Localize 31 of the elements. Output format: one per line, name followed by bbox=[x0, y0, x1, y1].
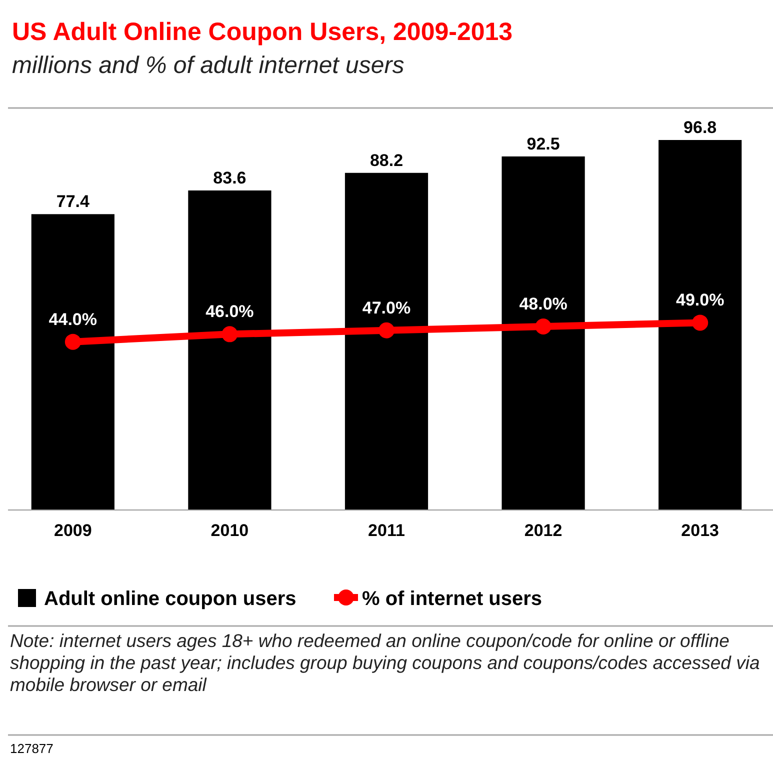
x-tick-label: 2013 bbox=[681, 521, 720, 540]
bar bbox=[31, 214, 114, 510]
x-tick-label: 2011 bbox=[368, 521, 405, 540]
legend-label: % of internet users bbox=[362, 588, 542, 610]
x-tick-label: 2010 bbox=[210, 521, 249, 540]
point bbox=[64, 334, 81, 350]
data-label: 96.8 bbox=[684, 118, 717, 137]
data-label: 44.0% bbox=[48, 310, 98, 329]
x-tick-label: 2009 bbox=[54, 521, 92, 540]
point bbox=[222, 326, 238, 342]
data-label: 88.2 bbox=[370, 150, 404, 170]
data-label: 77.4 bbox=[56, 192, 90, 212]
point bbox=[535, 318, 552, 335]
data-label: 47.0% bbox=[362, 298, 411, 318]
point bbox=[692, 314, 708, 331]
chart-title: US Adult Online Coupon Users, 2009-2013 bbox=[12, 18, 513, 46]
data-label: 83.6 bbox=[213, 168, 246, 188]
data-label: 92.5 bbox=[526, 134, 560, 154]
data-label: 46.0% bbox=[206, 302, 254, 322]
bar bbox=[344, 172, 428, 510]
bar bbox=[188, 190, 272, 510]
bar bbox=[658, 140, 742, 510]
text: Note: internet users ages 18+ who redeemed an online coupon/code for online or offline shopping in the past year; includes group buying coupons and coupons/codes accessed via mobile browser or email bbox=[10, 630, 761, 696]
bar bbox=[502, 156, 585, 510]
legend-label: Adult online coupon users bbox=[44, 588, 296, 610]
x-tick-label: 2012 bbox=[524, 521, 562, 540]
point bbox=[378, 322, 394, 338]
data-label: 48.0% bbox=[519, 294, 568, 314]
text: 127877 bbox=[10, 741, 54, 756]
chart-subtitle: millions and % of adult internet users bbox=[12, 52, 404, 79]
data-label: 49.0% bbox=[676, 290, 724, 310]
